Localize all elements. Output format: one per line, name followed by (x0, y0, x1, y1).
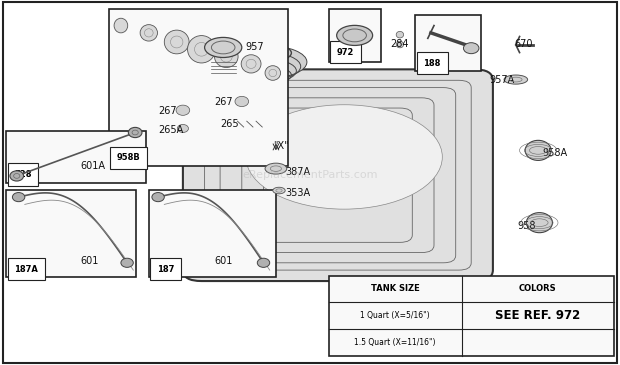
Text: 187: 187 (157, 265, 174, 274)
Ellipse shape (128, 127, 142, 138)
Text: COLORS: COLORS (519, 284, 557, 293)
Ellipse shape (205, 37, 242, 57)
Text: 958B: 958B (117, 153, 140, 162)
Ellipse shape (526, 212, 552, 233)
Ellipse shape (396, 41, 404, 48)
Ellipse shape (463, 43, 479, 54)
Ellipse shape (164, 30, 189, 54)
Ellipse shape (12, 193, 25, 201)
Ellipse shape (187, 35, 216, 63)
Ellipse shape (504, 75, 528, 84)
Text: 284: 284 (391, 39, 409, 49)
Ellipse shape (241, 55, 261, 73)
Text: 267: 267 (158, 106, 177, 116)
Text: 188: 188 (423, 58, 441, 68)
Ellipse shape (10, 171, 24, 181)
Text: 670: 670 (515, 39, 533, 49)
Ellipse shape (114, 18, 128, 33)
Text: TANK SIZE: TANK SIZE (371, 284, 420, 293)
Ellipse shape (265, 66, 280, 80)
Ellipse shape (273, 187, 285, 194)
Ellipse shape (226, 46, 307, 78)
Ellipse shape (257, 258, 270, 267)
Ellipse shape (337, 25, 373, 45)
Ellipse shape (235, 96, 249, 107)
Bar (329, 9, 381, 62)
Ellipse shape (265, 163, 286, 174)
Ellipse shape (177, 124, 188, 132)
Text: 353A: 353A (285, 188, 311, 199)
Bar (108, 9, 288, 166)
Ellipse shape (140, 25, 157, 41)
Bar (415, 15, 480, 71)
Bar (6, 190, 136, 277)
Ellipse shape (215, 46, 238, 68)
Text: 265A: 265A (158, 124, 184, 135)
Ellipse shape (176, 105, 190, 115)
Text: 387A: 387A (285, 166, 311, 177)
Ellipse shape (525, 141, 551, 161)
Text: 958A: 958A (542, 148, 568, 158)
Text: 601A: 601A (81, 161, 105, 171)
Text: 267: 267 (214, 97, 232, 107)
Text: 957A: 957A (490, 75, 515, 85)
Bar (6, 131, 146, 182)
Text: 957: 957 (245, 42, 264, 53)
Text: 972: 972 (337, 47, 354, 57)
Text: eReplacementParts.com: eReplacementParts.com (242, 170, 378, 180)
Bar (149, 190, 276, 277)
Text: 187A: 187A (14, 265, 38, 274)
Text: SEE REF. 972: SEE REF. 972 (495, 309, 580, 322)
Ellipse shape (246, 105, 442, 209)
Text: "X": "X" (273, 141, 288, 151)
Text: 528: 528 (14, 170, 32, 179)
FancyBboxPatch shape (183, 69, 493, 281)
Text: 601: 601 (214, 256, 232, 266)
Text: 1 Quart (X=5/16"): 1 Quart (X=5/16") (360, 311, 430, 320)
Text: 265: 265 (220, 119, 239, 129)
Ellipse shape (396, 31, 404, 38)
Ellipse shape (121, 258, 133, 267)
Bar (329, 276, 614, 356)
Text: 1.5 Quart (X=11/16"): 1.5 Quart (X=11/16") (355, 338, 436, 347)
Ellipse shape (242, 44, 291, 62)
Ellipse shape (152, 193, 164, 201)
Text: 958: 958 (518, 221, 536, 231)
Text: 601: 601 (81, 256, 99, 266)
